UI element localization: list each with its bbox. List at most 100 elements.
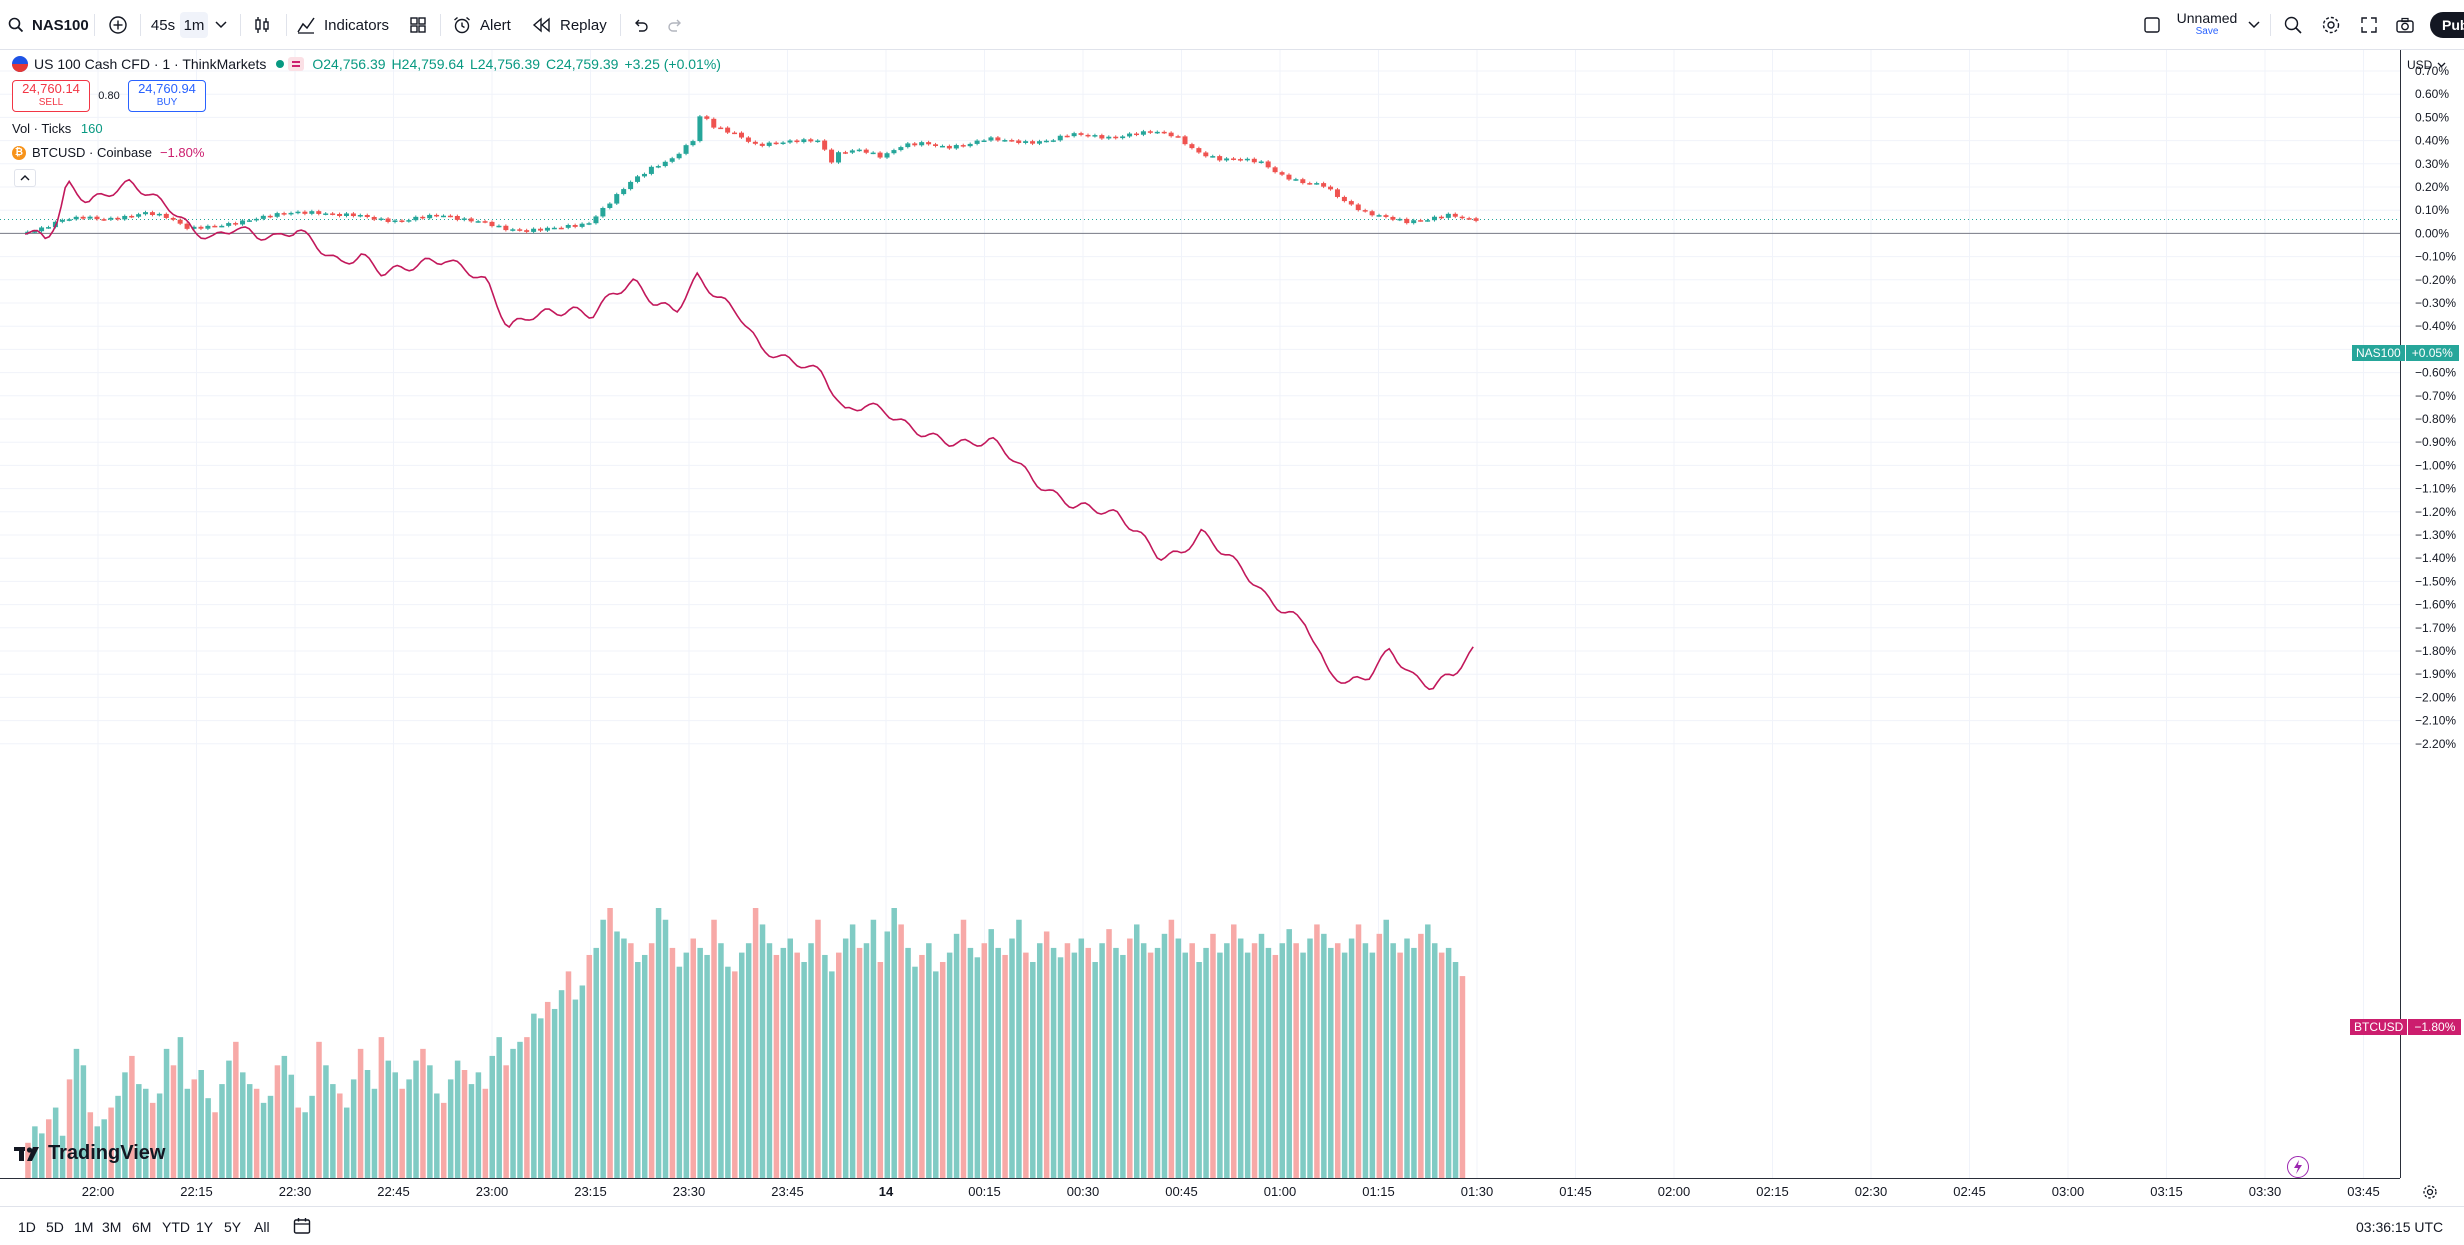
candle (323, 213, 329, 215)
layout-name-button[interactable]: Unnamed Save (2172, 10, 2242, 37)
date-range-button[interactable] (292, 1216, 312, 1241)
candle (1064, 135, 1070, 138)
layout-checkbox[interactable] (2140, 12, 2164, 38)
candle (538, 228, 544, 231)
sell-button[interactable]: 24,760.14 SELL (12, 80, 90, 112)
templates-button[interactable] (404, 12, 432, 38)
volume-bar (1134, 924, 1140, 1178)
collapse-legend-button[interactable] (14, 169, 36, 187)
interval-dropdown[interactable] (210, 12, 232, 38)
volume-bar (177, 1037, 184, 1178)
candle (745, 137, 751, 142)
divider (2270, 14, 2271, 36)
range-ytd-button[interactable]: YTD (162, 1219, 190, 1235)
price-chart[interactable] (0, 50, 2400, 1178)
candle (1293, 179, 1299, 181)
volume-bar (607, 908, 613, 1178)
chevron-up-icon (20, 175, 30, 181)
candle (219, 225, 225, 228)
candle (434, 214, 440, 217)
range-1m-button[interactable]: 1M (74, 1219, 94, 1235)
compare-name[interactable]: BTCUSD · Coinbase (32, 145, 152, 160)
volume-bar (600, 919, 606, 1178)
candle (1321, 183, 1327, 187)
compare-add-button[interactable] (104, 12, 132, 38)
interval-45s-button[interactable]: 45s (150, 16, 176, 34)
fullscreen-button[interactable] (2356, 12, 2382, 38)
price-tick-label: −0.20% (2415, 273, 2456, 287)
volume-bar (39, 1133, 45, 1178)
candle (441, 215, 446, 218)
undo-button[interactable] (628, 12, 652, 38)
replay-button[interactable]: Replay (532, 12, 612, 38)
btcusd-line (24, 178, 1474, 691)
candle (919, 142, 925, 146)
volume-bar (337, 1093, 343, 1178)
volume-bar (1418, 933, 1424, 1178)
volume-label[interactable]: Vol · Ticks (12, 121, 72, 136)
candle (1182, 136, 1188, 145)
volume-bar (1362, 943, 1369, 1178)
time-tick-label: 01:45 (1559, 1184, 1592, 1199)
layout-save-label: Save (2195, 26, 2219, 37)
range-1d-button[interactable]: 1D (18, 1219, 36, 1235)
buy-button[interactable]: 24,760.94 BUY (128, 80, 206, 112)
candle (1459, 216, 1465, 219)
legend-title[interactable]: US 100 Cash CFD · 1 · ThinkMarkets (34, 56, 267, 72)
indicators-button[interactable]: Indicators (296, 12, 396, 38)
price-tick-label: −1.50% (2415, 574, 2456, 588)
volume-bar (967, 947, 974, 1178)
time-axis[interactable]: 22:00 22:15 22:30 22:45 23:00 23:15 23:30 23:45… (0, 1178, 2464, 1206)
volume-bar (163, 1048, 170, 1178)
candle (558, 227, 564, 230)
range-3m-button[interactable]: 3M (102, 1219, 122, 1235)
currency-selector[interactable]: USD (2407, 58, 2446, 72)
interval-1m-button[interactable]: 1m (180, 12, 208, 38)
price-axis[interactable]: 0.70% 0.60% 0.50% 0.40% 0.30% 0.20% 0.10% 0.00%… (2400, 50, 2464, 1178)
currency-label: USD (2407, 58, 2433, 72)
candle (1300, 179, 1306, 184)
chart-pane[interactable]: US 100 Cash CFD · 1 · ThinkMarkets O24,7… (0, 50, 2400, 1178)
realtime-badge[interactable] (2287, 1156, 2309, 1178)
range-5d-button[interactable]: 5D (46, 1219, 64, 1235)
volume-bar (1334, 943, 1341, 1178)
candle (1362, 210, 1368, 212)
redo-button[interactable] (664, 12, 688, 38)
range-all-button[interactable]: All (254, 1219, 270, 1235)
volume-bar (738, 952, 745, 1178)
settings-button[interactable] (2318, 12, 2344, 38)
publish-button[interactable]: Pub (2430, 12, 2464, 38)
volume-bar (1030, 962, 1036, 1178)
alert-button[interactable]: Alert (452, 12, 522, 38)
chart-type-button[interactable] (248, 12, 276, 38)
candle (205, 225, 211, 229)
candle (288, 212, 294, 215)
volume-bar (1237, 938, 1244, 1178)
axis-settings-button[interactable] (2418, 1180, 2442, 1204)
candle (1099, 135, 1105, 139)
tradingview-watermark[interactable]: TradingView (14, 1142, 165, 1165)
candle (149, 212, 155, 215)
candle (856, 149, 862, 152)
symbol-search[interactable]: NAS100 (8, 0, 89, 50)
snapshot-button[interactable] (2392, 12, 2418, 38)
candle (233, 223, 239, 225)
range-1y-button[interactable]: 1Y (196, 1219, 214, 1235)
candle (815, 140, 821, 143)
layout-dropdown[interactable] (2244, 12, 2264, 38)
range-6m-button[interactable]: 6M (132, 1219, 152, 1235)
price-tick-label: 0.10% (2415, 203, 2449, 217)
candle (184, 223, 190, 229)
candle (1023, 141, 1029, 143)
volume-bar (752, 908, 759, 1178)
price-scale[interactable]: 0.70% 0.60% 0.50% 0.40% 0.30% 0.20% 0.10% 0.00%… (2401, 50, 2464, 1178)
candle (129, 215, 135, 218)
quick-search-button[interactable] (2280, 12, 2306, 38)
candle (385, 218, 391, 222)
volume-legend: Vol · Ticks 160 (12, 121, 103, 136)
range-5y-button[interactable]: 5Y (224, 1219, 242, 1235)
volume-bar (773, 954, 780, 1178)
watermark-text: TradingView (48, 1142, 166, 1164)
utc-clock[interactable]: 03:36:15 UTC (2356, 1219, 2444, 1235)
volume-bar (149, 1102, 156, 1178)
